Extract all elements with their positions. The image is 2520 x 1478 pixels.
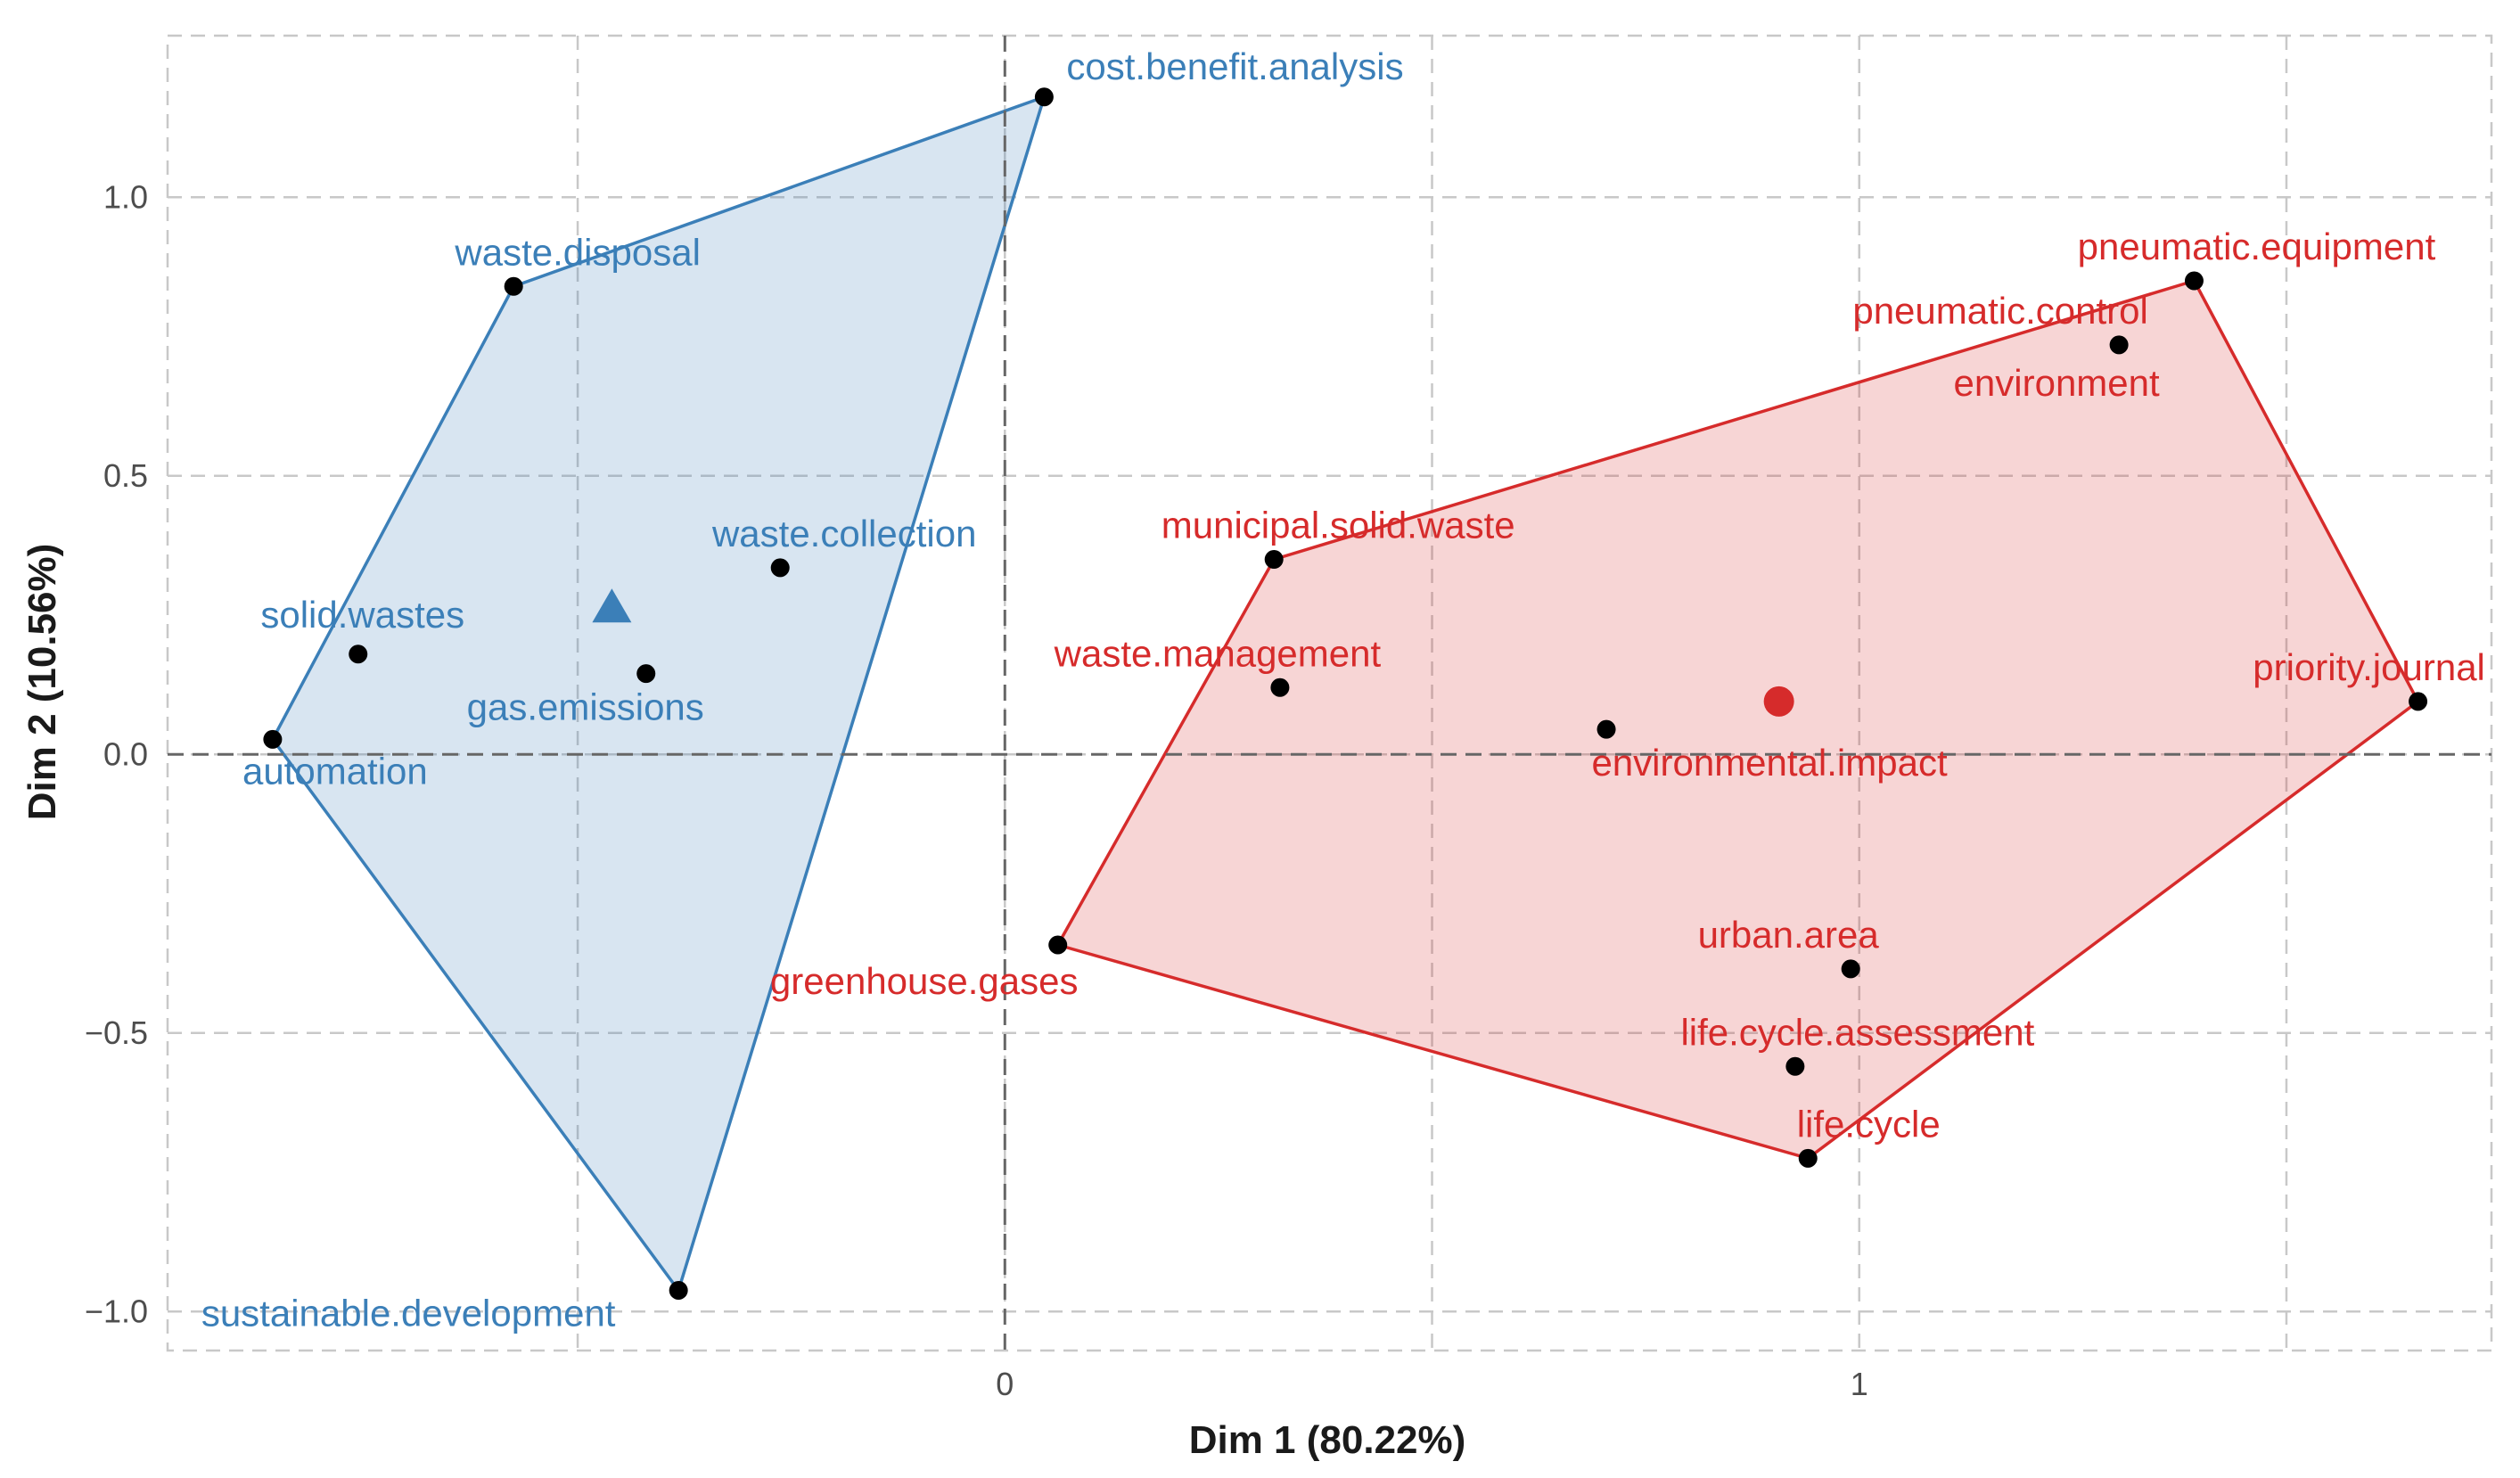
label-sustainable.development: sustainable.development <box>201 1293 616 1334</box>
x-tick-label: 0 <box>996 1366 1014 1402</box>
point-urban.area <box>1841 959 1860 979</box>
label-pneumatic.control: pneumatic.control <box>1852 290 2148 332</box>
label-pneumatic.equipment: pneumatic.equipment <box>2078 226 2436 267</box>
point-municipal.solid.waste <box>1264 550 1284 569</box>
point-cost.benefit.analysis <box>1034 87 1054 107</box>
label-cost.benefit.analysis: cost.benefit.analysis <box>1066 45 1403 87</box>
data-points <box>263 87 2428 1300</box>
zero-lines <box>168 36 2491 1351</box>
label-priority.journal: priority.journal <box>2253 646 2485 688</box>
y-tick-label: 0.5 <box>103 457 148 494</box>
point-life.cycle.assessment <box>1785 1056 1805 1076</box>
point-waste.collection <box>770 558 790 578</box>
y-tick-label: 1.0 <box>103 178 148 215</box>
label-life.cycle.assessment: life.cycle.assessment <box>1680 1011 2034 1053</box>
point-life.cycle <box>1798 1148 1818 1168</box>
point-automation <box>263 729 283 749</box>
point-solid.wastes <box>349 645 368 664</box>
point-sustainable.development <box>669 1281 688 1300</box>
label-greenhouse.gases: greenhouse.gases <box>770 960 1079 1002</box>
point-pneumatic.control <box>2109 335 2129 355</box>
label-gas.emissions: gas.emissions <box>467 686 704 728</box>
y-axis-title: Dim 2 (10.56%) <box>21 544 64 821</box>
label-life.cycle: life.cycle <box>1797 1103 1941 1145</box>
label-environmental.impact: environmental.impact <box>1591 742 1948 784</box>
label-urban.area: urban.area <box>1698 914 1880 956</box>
y-tick-label: −1.0 <box>85 1293 148 1329</box>
point-environmental.impact <box>1597 719 1616 739</box>
point-greenhouse.gases <box>1048 935 1068 955</box>
label-waste.collection: waste.collection <box>711 513 976 554</box>
label-waste.management: waste.management <box>1054 632 1382 674</box>
point-waste.management <box>1270 677 1290 697</box>
x-tick-label: 1 <box>1851 1366 1868 1402</box>
y-tick-label: 0.0 <box>103 735 148 772</box>
point-pneumatic.equipment <box>2184 271 2204 291</box>
label-solid.wastes: solid.wastes <box>260 594 464 636</box>
cluster2-hull <box>1055 279 2420 1161</box>
y-tick-label: −0.5 <box>85 1014 148 1051</box>
point-priority.journal <box>2409 692 2428 711</box>
x-axis-title: Dim 1 (80.22%) <box>1189 1418 1466 1462</box>
point-gas.emissions <box>636 664 656 684</box>
label-waste.disposal: waste.disposal <box>454 231 700 273</box>
point-waste.disposal <box>504 276 523 296</box>
panel-border <box>166 34 2493 1352</box>
label-municipal.solid.waste: municipal.solid.waste <box>1161 505 1515 546</box>
tick-labels: −1.0 −0.5 0.0 0.5 1.0 0 1 <box>85 178 1868 1402</box>
cluster1-centroid <box>592 588 632 623</box>
cluster2-centroid <box>1763 686 1794 717</box>
label-automation: automation <box>242 750 428 792</box>
label-environment: environment <box>1954 362 2160 404</box>
point-labels: cost.benefit.analysis waste.disposal waste… <box>201 45 2485 1334</box>
